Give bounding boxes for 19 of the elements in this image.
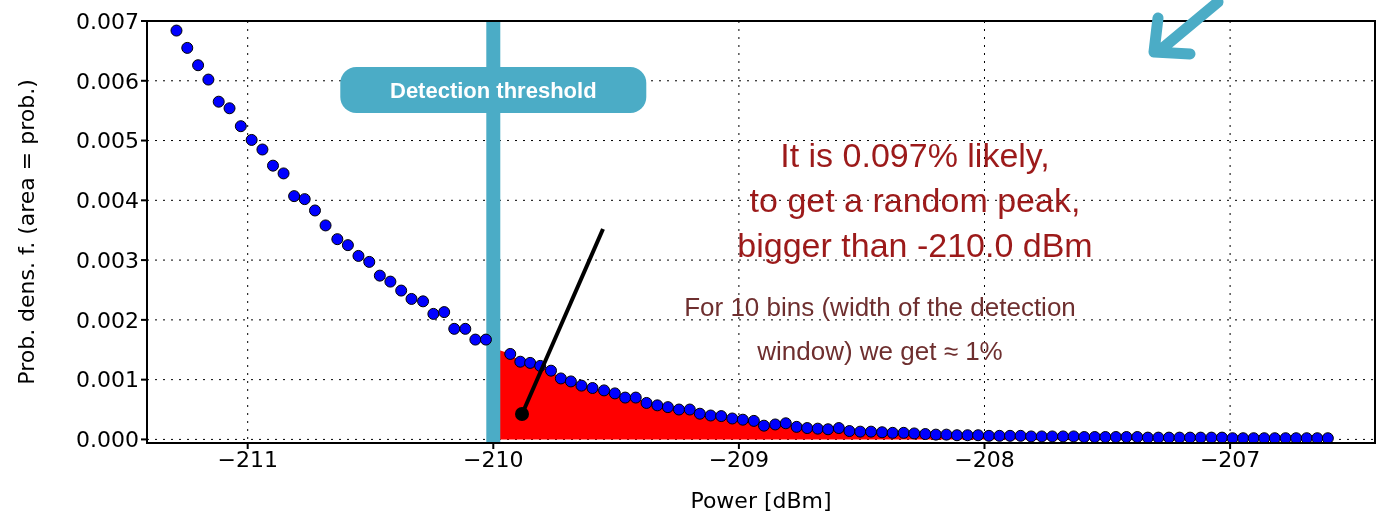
x-axis-title: Power [dBm] xyxy=(690,488,832,513)
y-tick-label: 0.005 xyxy=(76,128,139,154)
x-tick-label: −207 xyxy=(1199,446,1261,472)
x-tick-label: −209 xyxy=(708,446,770,472)
x-tick-label: −211 xyxy=(217,446,278,472)
y-tick-label: 0.003 xyxy=(76,247,139,273)
y-tick-label: 0.007 xyxy=(76,8,139,34)
y-tick-label: 0.000 xyxy=(76,427,139,453)
y-tick-label: 0.002 xyxy=(76,307,139,333)
annotation: For 10 bins (width of the detection window) we get ≈ 1% xyxy=(684,292,1076,366)
y-tick-label: 0.006 xyxy=(76,68,139,94)
x-tick-label: −210 xyxy=(463,446,524,472)
label-tag: Detection threshold xyxy=(340,67,647,113)
y-tick-label: 0.004 xyxy=(76,188,139,214)
y-tick-label: 0.001 xyxy=(76,367,139,393)
x-tick-label: −208 xyxy=(954,446,1015,472)
annotation: It is 0.097% likely, to get a random peak, bigger than -210.0 dBm xyxy=(737,136,1093,264)
y-axis-title: Prob. dens. f. (area = prob.) xyxy=(14,79,39,385)
ref-line-label: Detection threshold xyxy=(390,78,597,103)
